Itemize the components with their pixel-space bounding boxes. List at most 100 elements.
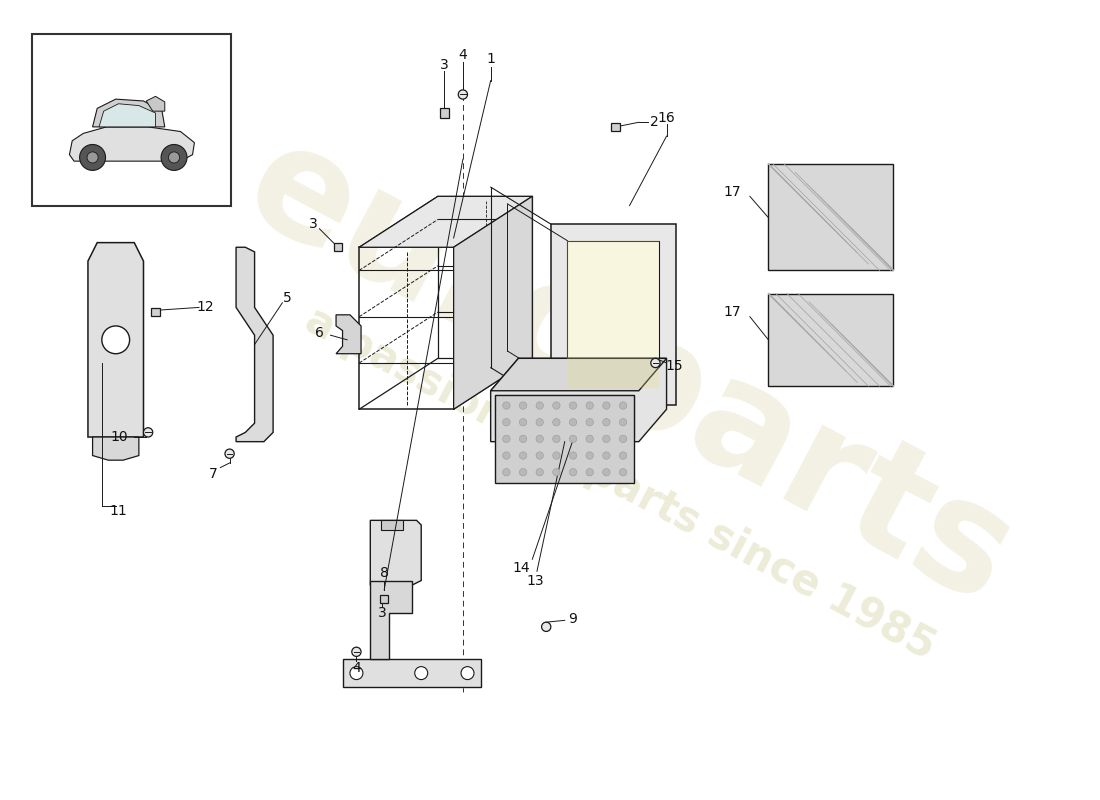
Polygon shape	[88, 242, 143, 437]
Bar	[379, 595, 388, 603]
Circle shape	[87, 152, 98, 163]
Text: europarts: europarts	[222, 108, 1037, 636]
Circle shape	[168, 152, 179, 163]
Text: 15: 15	[666, 358, 683, 373]
Circle shape	[503, 452, 510, 459]
Circle shape	[536, 452, 543, 459]
Circle shape	[570, 469, 576, 476]
Text: 7: 7	[209, 467, 218, 481]
Bar	[152, 308, 160, 316]
Polygon shape	[371, 520, 421, 585]
Circle shape	[619, 452, 627, 459]
Circle shape	[552, 452, 560, 459]
Circle shape	[352, 647, 361, 657]
Circle shape	[552, 469, 560, 476]
Text: 6: 6	[315, 326, 324, 340]
Text: 17: 17	[723, 305, 740, 319]
Circle shape	[552, 435, 560, 442]
Text: 13: 13	[526, 574, 543, 587]
Circle shape	[619, 402, 627, 410]
Bar	[568, 241, 659, 388]
Circle shape	[519, 418, 527, 426]
Circle shape	[536, 469, 543, 476]
Circle shape	[415, 666, 428, 679]
Circle shape	[586, 452, 593, 459]
Text: 17: 17	[723, 185, 740, 198]
Circle shape	[519, 469, 527, 476]
Circle shape	[519, 402, 527, 410]
Circle shape	[586, 402, 593, 410]
Text: a passion for parts since 1985: a passion for parts since 1985	[298, 298, 943, 668]
Circle shape	[586, 469, 593, 476]
Circle shape	[619, 435, 627, 442]
Circle shape	[102, 326, 130, 354]
Circle shape	[519, 452, 527, 459]
Circle shape	[603, 452, 611, 459]
Polygon shape	[491, 358, 667, 442]
Circle shape	[570, 452, 576, 459]
Text: 10: 10	[110, 430, 128, 444]
Circle shape	[603, 402, 611, 410]
Circle shape	[143, 428, 153, 437]
Polygon shape	[491, 358, 667, 390]
Circle shape	[536, 402, 543, 410]
Circle shape	[461, 666, 474, 679]
Polygon shape	[360, 196, 532, 247]
Circle shape	[536, 435, 543, 442]
Polygon shape	[551, 224, 675, 405]
Polygon shape	[69, 127, 195, 161]
Text: 16: 16	[658, 110, 675, 125]
Bar	[333, 243, 342, 251]
Text: 3: 3	[440, 58, 449, 72]
Circle shape	[503, 418, 510, 426]
Bar	[32, 34, 231, 206]
Circle shape	[503, 469, 510, 476]
Circle shape	[603, 469, 611, 476]
Polygon shape	[92, 437, 139, 460]
Polygon shape	[568, 241, 659, 388]
Circle shape	[519, 435, 527, 442]
Circle shape	[586, 435, 593, 442]
Circle shape	[503, 435, 510, 442]
Polygon shape	[342, 659, 482, 687]
Polygon shape	[337, 315, 361, 354]
Circle shape	[503, 402, 510, 410]
Circle shape	[350, 666, 363, 679]
Polygon shape	[92, 99, 165, 127]
Circle shape	[619, 418, 627, 426]
Polygon shape	[769, 294, 893, 386]
Circle shape	[603, 435, 611, 442]
Polygon shape	[453, 196, 532, 410]
Bar	[440, 108, 449, 118]
Circle shape	[651, 358, 660, 367]
Polygon shape	[382, 520, 403, 530]
Bar	[612, 122, 619, 131]
Circle shape	[570, 418, 576, 426]
Polygon shape	[99, 104, 155, 127]
Text: 4: 4	[352, 662, 361, 675]
Text: 3: 3	[308, 217, 317, 231]
Polygon shape	[495, 395, 635, 437]
Text: 14: 14	[513, 562, 530, 575]
Text: 5: 5	[283, 291, 292, 305]
Circle shape	[586, 418, 593, 426]
Circle shape	[79, 145, 106, 170]
Circle shape	[603, 418, 611, 426]
Circle shape	[459, 90, 468, 99]
Circle shape	[226, 449, 234, 458]
Text: 3: 3	[378, 606, 387, 620]
Polygon shape	[236, 247, 273, 442]
Polygon shape	[495, 395, 635, 483]
Circle shape	[570, 435, 576, 442]
Text: 11: 11	[110, 504, 128, 518]
Polygon shape	[769, 164, 893, 270]
Circle shape	[536, 418, 543, 426]
Circle shape	[541, 622, 551, 631]
Circle shape	[552, 402, 560, 410]
Polygon shape	[146, 96, 165, 111]
Circle shape	[552, 418, 560, 426]
Text: 1: 1	[486, 52, 495, 66]
Text: 2: 2	[650, 115, 659, 130]
Circle shape	[570, 402, 576, 410]
Text: 8: 8	[379, 566, 388, 580]
